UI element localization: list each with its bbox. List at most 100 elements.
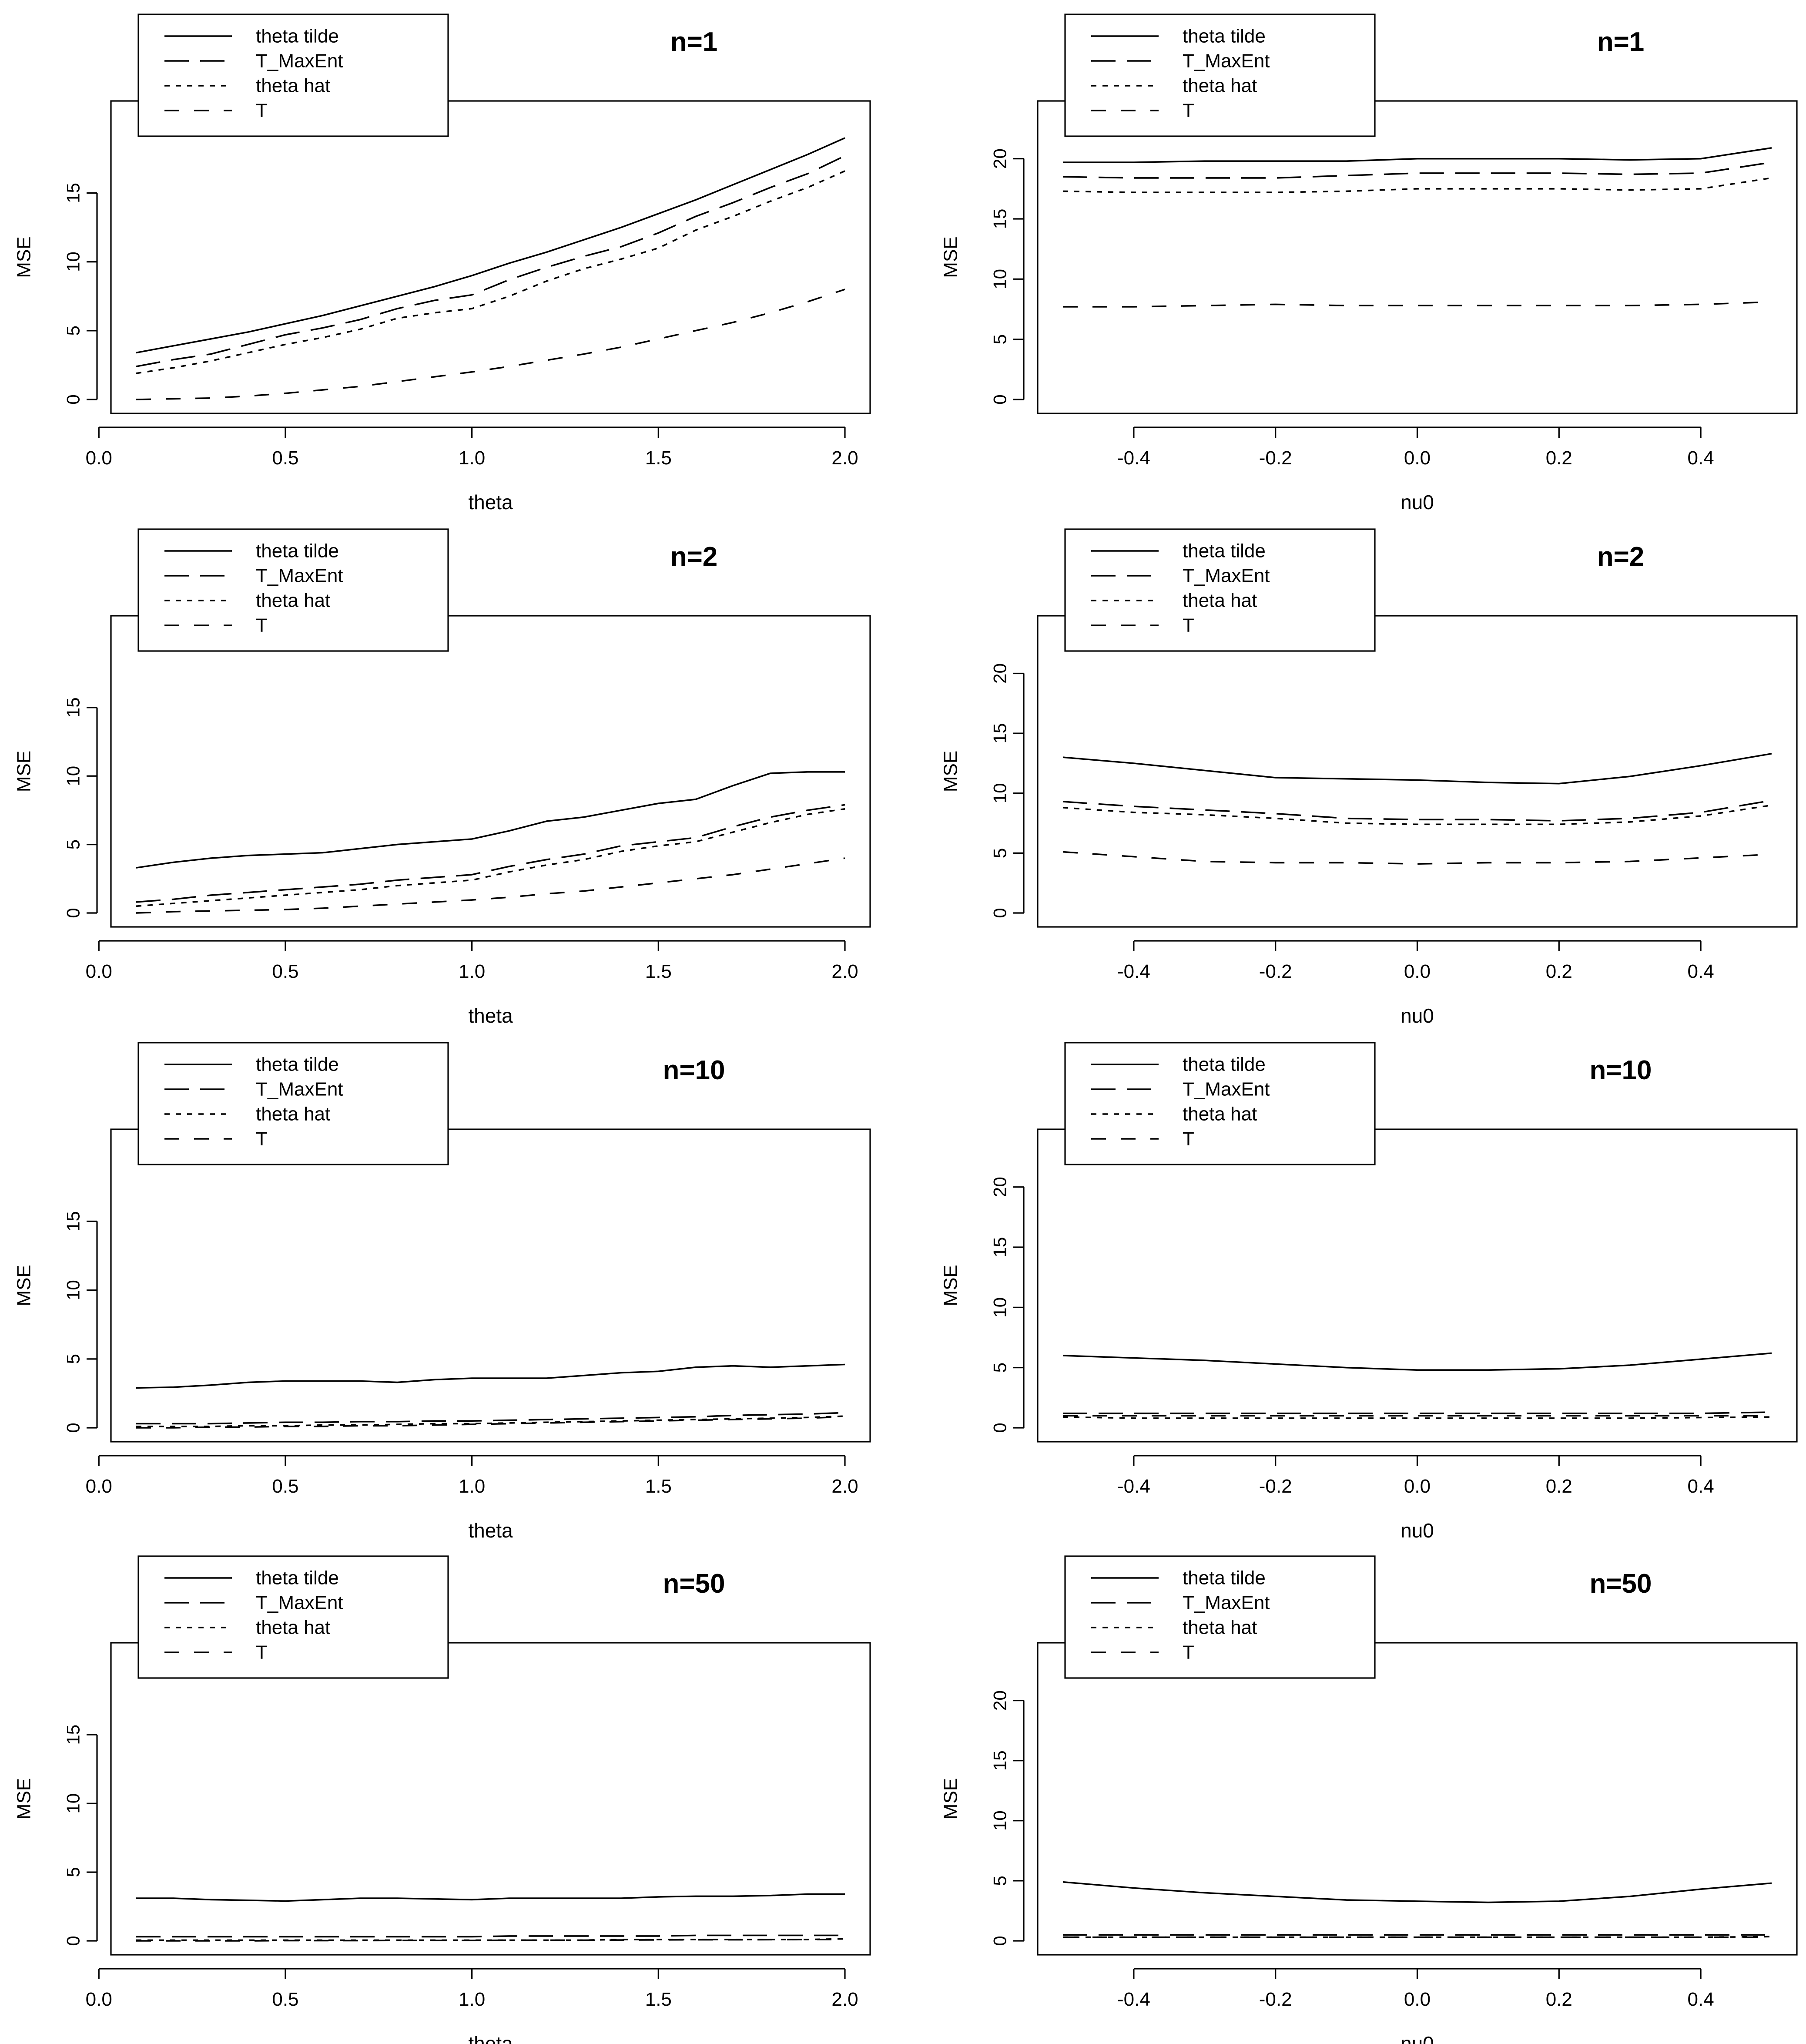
series-line-2 — [1063, 1411, 1772, 1414]
y-tick-label: 10 — [63, 252, 84, 272]
x-tick-label: 0.0 — [86, 1989, 112, 2010]
legend-label: T — [1183, 1128, 1194, 1150]
plot-frame — [1037, 1128, 1798, 1443]
y-tick-label: 5 — [990, 848, 1010, 858]
legend-label: T — [256, 1128, 268, 1150]
y-tick-label: 0 — [63, 908, 84, 918]
legend-label: theta hat — [256, 75, 330, 97]
legend-label: T_MaxEnt — [256, 1592, 343, 1614]
x-tick-label: 0.4 — [1688, 961, 1714, 982]
chart-2-nu0: -0.4 -0.2 0.0 0.2 0.4 nu0 0 5 10 15 20 MSE n=2 theta … — [940, 528, 1798, 1027]
y-tick-label: 15 — [63, 1725, 84, 1745]
x-tick-label: 0.0 — [1404, 1476, 1431, 1497]
legend-label: T_MaxEnt — [256, 1079, 343, 1100]
plot-frame — [110, 1642, 871, 1956]
panel-title: n=1 — [1597, 27, 1645, 57]
y-tick-label: 10 — [990, 269, 1010, 289]
x-tick-label: 0.5 — [272, 1476, 298, 1497]
y-tick-label: 10 — [63, 1793, 84, 1814]
y-tick-label: 0 — [990, 1936, 1010, 1946]
x-tick-label: 1.5 — [645, 1476, 672, 1497]
legend-label: T_MaxEnt — [256, 565, 343, 587]
y-tick-label: 10 — [63, 1280, 84, 1300]
series-line-2 — [1062, 161, 1772, 179]
series-line-3 — [1062, 1416, 1772, 1419]
series-line-1 — [1063, 147, 1772, 163]
y-tick-label: 20 — [990, 1177, 1010, 1197]
y-tick-label: 5 — [63, 1867, 84, 1877]
x-tick-label: 2.0 — [831, 447, 858, 469]
series-line-3 — [136, 1938, 845, 1941]
series-line-2 — [1062, 799, 1772, 822]
x-axis-label: nu0 — [1401, 1519, 1434, 1542]
x-tick-label: 1.0 — [459, 1476, 485, 1497]
x-tick-label: -0.4 — [1117, 1989, 1150, 2010]
series-line-3 — [1062, 804, 1772, 826]
panel-title: n=50 — [1589, 1569, 1652, 1599]
y-tick-label: 5 — [990, 1876, 1010, 1886]
legend-label: theta hat — [256, 1617, 330, 1638]
series-line-1 — [136, 1893, 845, 1902]
y-tick-label: 15 — [63, 183, 84, 203]
legend-label: theta hat — [256, 590, 330, 611]
series-line-1 — [136, 771, 845, 869]
y-tick-label: 5 — [63, 839, 84, 849]
legend-label: T_MaxEnt — [1183, 565, 1270, 587]
plot-frame — [1037, 1642, 1798, 1956]
y-tick-label: 10 — [990, 1297, 1010, 1318]
x-axis-label: theta — [468, 1004, 513, 1027]
x-tick-label: -0.4 — [1117, 447, 1150, 469]
series-line-1 — [1062, 1881, 1772, 1903]
y-axis-label: MSE — [940, 751, 962, 792]
x-tick-label: 0.0 — [86, 1476, 112, 1497]
series-line-3 — [136, 1415, 845, 1427]
panel-title: n=10 — [663, 1055, 725, 1085]
series-line-1 — [136, 137, 845, 354]
x-tick-label: 1.0 — [459, 961, 485, 982]
legend-box — [1064, 13, 1376, 137]
x-tick-label: -0.4 — [1117, 1476, 1150, 1497]
legend-label: theta tilde — [256, 1054, 339, 1075]
chart-3-nu0: -0.4 -0.2 0.0 0.2 0.4 nu0 0 5 10 15 20 MSE n=10 theta… — [940, 1042, 1798, 1542]
y-tick-label: 15 — [990, 723, 1010, 744]
panel-title: n=10 — [1589, 1055, 1652, 1085]
x-tick-label: -0.2 — [1259, 961, 1292, 982]
y-tick-label: 5 — [63, 1354, 84, 1364]
x-axis-label: theta — [468, 2032, 513, 2044]
x-axis-label: nu0 — [1401, 2032, 1434, 2044]
legend-label: theta tilde — [1183, 1567, 1266, 1589]
y-tick-label: 10 — [990, 1810, 1010, 1831]
y-axis-label: MSE — [940, 236, 962, 278]
plot-frame — [110, 615, 871, 928]
plot-frame — [1037, 100, 1798, 414]
x-tick-label: 1.0 — [459, 447, 485, 469]
legend-label: theta hat — [1183, 75, 1257, 97]
legend-label: T — [1183, 615, 1194, 636]
x-tick-label: 0.2 — [1546, 447, 1572, 469]
y-axis-label: MSE — [940, 1265, 962, 1306]
y-tick-label: 15 — [990, 1750, 1010, 1771]
panel-title: n=1 — [670, 27, 718, 57]
y-tick-label: 15 — [63, 1211, 84, 1232]
series-line-2 — [136, 804, 845, 903]
chart-1-nu0: -0.4 -0.2 0.0 0.2 0.4 nu0 0 5 10 15 20 MSE n=1 theta … — [940, 13, 1798, 514]
x-tick-label: 0.2 — [1546, 961, 1572, 982]
x-tick-label: 0.0 — [1404, 1989, 1431, 2010]
y-tick-label: 0 — [63, 1936, 84, 1946]
x-tick-label: 0.5 — [272, 447, 298, 469]
y-tick-label: 0 — [990, 394, 1010, 404]
legend-label: theta tilde — [1183, 1054, 1266, 1075]
x-tick-label: 2.0 — [831, 961, 858, 982]
x-axis-label: nu0 — [1401, 1004, 1434, 1027]
series-line-3 — [136, 808, 845, 907]
legend-label: T — [256, 100, 268, 121]
legend-label: theta tilde — [256, 26, 339, 47]
x-tick-label: 0.0 — [1404, 961, 1431, 982]
x-tick-label: -0.2 — [1259, 1989, 1292, 2010]
x-tick-label: 0.4 — [1688, 1476, 1714, 1497]
